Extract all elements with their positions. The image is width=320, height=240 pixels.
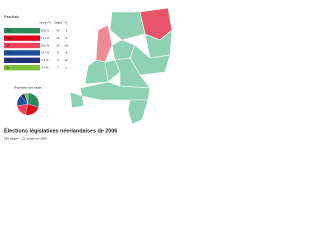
cell: -1 — [65, 65, 68, 69]
title: Élections législatives néerlandaises de … — [4, 126, 117, 134]
cell: 22 — [57, 51, 60, 55]
column-header: +/- — [64, 21, 67, 25]
party-name: GL — [6, 66, 10, 70]
column-header: Voix en % — [39, 21, 51, 25]
cell: -9 — [65, 36, 68, 40]
pie-caption: Répartition des sièges — [14, 86, 42, 90]
pie-slice — [24, 92, 29, 105]
cell: 14,7 % — [41, 51, 50, 55]
province — [109, 11, 146, 41]
party-name: PVV — [6, 58, 12, 62]
province — [84, 59, 109, 85]
cell: 41 — [57, 28, 60, 32]
page: Résultats Voix en % Sièges +/- CDA 26,5 % 41 -… — [4, 7, 173, 140]
province — [69, 91, 85, 109]
province — [95, 24, 113, 63]
cell: 26,5 % — [41, 28, 50, 32]
legend-table: Voix en % Sièges +/- CDA 26,5 % 41 -3 PvdA 21,2 … — [4, 21, 69, 71]
cell: 25 — [57, 43, 60, 47]
cell: -3 — [65, 28, 68, 32]
party-swatch — [4, 35, 40, 41]
party-swatch — [4, 42, 40, 49]
cell: -6 — [65, 51, 68, 55]
party-name: PvdA — [6, 36, 13, 40]
map — [69, 7, 173, 125]
party-name: CDA — [6, 29, 12, 33]
party-swatch — [4, 28, 40, 34]
column-header: Sièges — [54, 21, 63, 25]
legend-heading: Résultats — [4, 15, 19, 19]
cell: 7 — [57, 65, 59, 69]
cell: 4,6 % — [42, 65, 49, 69]
party-swatch — [4, 65, 40, 71]
cell: 21,2 % — [41, 36, 50, 40]
cell: 16,6 % — [41, 43, 50, 47]
subtitle: 150 sièges – 22 novembre 2006 — [4, 136, 47, 140]
cell: +9 — [65, 58, 69, 62]
province — [127, 99, 149, 125]
pie — [16, 92, 40, 116]
cell: 33 — [57, 36, 60, 40]
cell: +16 — [64, 43, 69, 47]
party-name: VVD — [6, 51, 12, 55]
province — [144, 29, 173, 59]
province — [79, 81, 151, 101]
party-swatch — [4, 57, 40, 63]
cell: 9 — [57, 58, 59, 62]
party-swatch — [4, 50, 40, 56]
cell: 5,9 % — [42, 58, 49, 62]
party-name: SP — [6, 43, 10, 47]
